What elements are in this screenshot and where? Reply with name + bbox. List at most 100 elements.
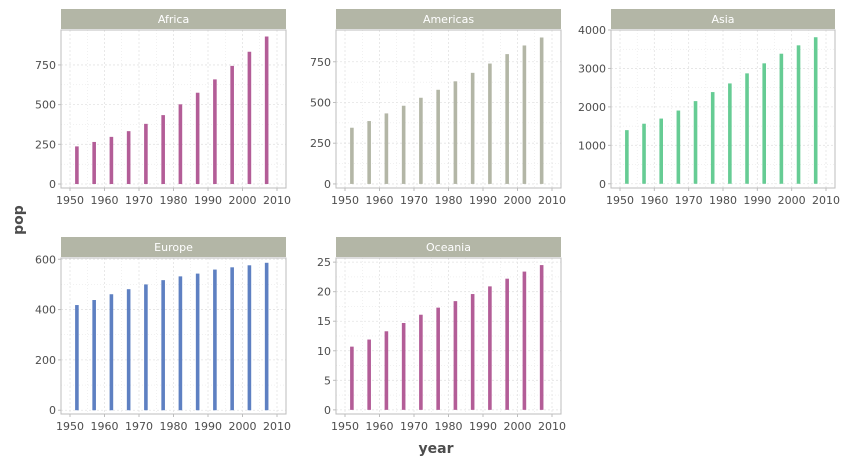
bar-1952 xyxy=(625,130,629,184)
y-tick-label: 250 xyxy=(310,137,331,150)
bar-1962 xyxy=(384,113,389,184)
x-tick-label: 1970 xyxy=(675,194,703,207)
bar-1997 xyxy=(779,53,784,184)
bar-1972 xyxy=(693,101,698,184)
x-tick-label: 1980 xyxy=(160,420,188,433)
y-tick-label: 200 xyxy=(35,354,56,367)
y-tick-label: 750 xyxy=(35,59,56,72)
x-tick-label: 1990 xyxy=(469,420,497,433)
x-tick-label: 2010 xyxy=(538,420,566,433)
bar-1967 xyxy=(126,289,131,411)
bar-1972 xyxy=(144,123,148,185)
x-tick-label: 1960 xyxy=(91,194,119,207)
bar-2002 xyxy=(247,265,252,411)
bar-1997 xyxy=(505,54,509,184)
bar-1997 xyxy=(505,278,509,410)
bar-1972 xyxy=(419,314,423,410)
y-tick-label: 0 xyxy=(324,178,331,191)
y-tick-label: 3000 xyxy=(578,62,606,75)
x-tick-label: 1960 xyxy=(640,194,668,207)
panel-oceania: Oceania 0 5 10 15 20 25 1950 1960 1970 1980 1990 200… xyxy=(317,237,566,433)
bar-1992 xyxy=(488,63,492,184)
bar-1952 xyxy=(75,305,79,411)
bar-1987 xyxy=(745,73,749,184)
y-tick-label: 0 xyxy=(599,178,606,191)
bar-2002 xyxy=(247,51,252,185)
panel-asia: Asia 0 1000 2000 3000 4000 1950 1960 1970 1980 199… xyxy=(578,9,840,207)
facet-strip xyxy=(61,9,286,29)
facet-label: Africa xyxy=(158,13,189,26)
bar-1962 xyxy=(659,118,663,184)
y-axis-title: pop xyxy=(11,205,27,235)
bar-1957 xyxy=(367,339,371,410)
x-tick-label: 2000 xyxy=(229,420,257,433)
bar-1957 xyxy=(367,121,371,184)
bar-1962 xyxy=(109,294,114,411)
x-tick-label: 1980 xyxy=(709,194,737,207)
y-tick-label: 500 xyxy=(35,99,56,112)
y-tick-label: 25 xyxy=(317,256,331,269)
bar-1952 xyxy=(75,146,79,185)
panel-europe: Europe 0 200 400 600 1950 1960 1970 1980 1990 2000… xyxy=(35,237,291,433)
bar-2007 xyxy=(264,36,269,185)
y-tick-label: 500 xyxy=(310,96,331,109)
y-tick-label: 5 xyxy=(324,374,331,387)
x-tick-label: 1960 xyxy=(366,194,394,207)
bar-1997 xyxy=(230,267,234,411)
bar-1967 xyxy=(676,110,681,184)
bar-1957 xyxy=(642,123,646,184)
bar-1962 xyxy=(384,331,389,410)
bar-1967 xyxy=(126,131,131,185)
x-tick-label: 1990 xyxy=(743,194,771,207)
x-tick-label: 1990 xyxy=(469,194,497,207)
x-tick-label: 1950 xyxy=(56,194,84,207)
bar-1977 xyxy=(436,89,440,184)
facet-label: Asia xyxy=(711,13,734,26)
y-tick-label: 10 xyxy=(317,345,331,358)
x-tick-label: 2000 xyxy=(504,420,532,433)
bar-1952 xyxy=(350,127,354,184)
facet-label: Americas xyxy=(423,13,474,26)
x-tick-label: 1980 xyxy=(160,194,188,207)
bar-1992 xyxy=(488,286,492,410)
bar-2007 xyxy=(813,37,818,184)
bar-1952 xyxy=(350,346,354,410)
x-tick-label: 1980 xyxy=(435,420,463,433)
bar-1957 xyxy=(92,300,96,411)
facet-strip xyxy=(336,237,561,257)
x-tick-label: 1960 xyxy=(91,420,119,433)
x-tick-label: 1950 xyxy=(56,420,84,433)
facet-strip xyxy=(61,237,286,257)
y-tick-label: 0 xyxy=(49,178,56,191)
bar-1977 xyxy=(710,92,715,184)
facet-label: Europe xyxy=(154,241,193,254)
bar-1997 xyxy=(230,65,234,185)
bar-1977 xyxy=(161,280,165,411)
x-tick-label: 2000 xyxy=(229,194,257,207)
x-tick-label: 2010 xyxy=(263,194,291,207)
y-tick-label: 250 xyxy=(35,138,56,151)
bar-1967 xyxy=(401,323,406,410)
x-tick-label: 1950 xyxy=(331,194,359,207)
x-tick-label: 1970 xyxy=(125,420,153,433)
facet-label: Oceania xyxy=(426,241,471,254)
bar-2002 xyxy=(522,271,527,410)
y-tick-label: 20 xyxy=(317,286,331,299)
y-tick-label: 0 xyxy=(324,404,331,417)
bar-1967 xyxy=(401,105,406,184)
x-tick-label: 2000 xyxy=(504,194,532,207)
bar-1982 xyxy=(178,104,183,185)
y-tick-label: 1000 xyxy=(578,139,606,152)
bar-1972 xyxy=(419,97,423,184)
bar-1982 xyxy=(453,81,458,184)
bar-1982 xyxy=(453,301,458,410)
bar-1982 xyxy=(178,276,183,411)
bar-1957 xyxy=(92,141,96,185)
bar-1987 xyxy=(195,273,200,411)
x-tick-label: 2010 xyxy=(538,194,566,207)
bar-1972 xyxy=(144,284,148,411)
x-tick-label: 1990 xyxy=(194,420,222,433)
y-tick-label: 0 xyxy=(49,404,56,417)
bar-2007 xyxy=(264,262,269,411)
